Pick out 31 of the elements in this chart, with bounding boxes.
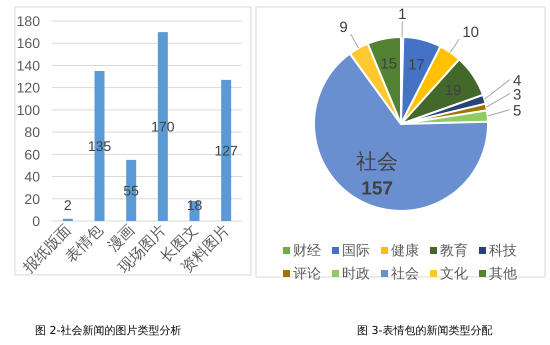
legend-label: 文化 [440, 266, 468, 282]
slice-label: 社会 [356, 149, 398, 174]
legend-label: 健康 [391, 243, 419, 259]
y-tick-label: 140 [16, 57, 40, 74]
data-label: 15 [380, 56, 398, 73]
legend-label: 财经 [293, 243, 321, 259]
caption: 图 2-社会新闻的图片类型分析 [35, 324, 182, 337]
legend-label: 其他 [489, 266, 517, 282]
legend-label: 科技 [489, 243, 517, 259]
y-tick-label: 0 [32, 213, 40, 229]
y-tick-label: 180 [16, 13, 40, 29]
data-label: 5 [513, 102, 522, 120]
legend-label: 评论 [293, 266, 321, 282]
y-tick-label: 160 [16, 35, 40, 52]
legend-label: 时政 [342, 266, 370, 282]
y-tick-label: 60 [24, 146, 40, 162]
data-label: 9 [339, 19, 348, 36]
data-label: 10 [462, 24, 480, 42]
legend-label: 国际 [342, 243, 370, 259]
y-tick-label: 120 [16, 80, 40, 96]
data-label: 1 [398, 6, 407, 24]
y-tick-label: 20 [24, 190, 40, 207]
data-label: 2 [64, 197, 72, 213]
data-label: 17 [408, 56, 425, 74]
data-label: 157 [361, 178, 393, 200]
y-tick-label: 40 [24, 168, 40, 185]
caption: 图 3-表情包的新闻类型分配 [357, 324, 492, 337]
y-tick-label: 80 [24, 124, 40, 140]
y-tick-label: 100 [16, 102, 40, 118]
legend-label: 教育 [440, 242, 468, 259]
legend-label: 社会 [391, 266, 419, 282]
